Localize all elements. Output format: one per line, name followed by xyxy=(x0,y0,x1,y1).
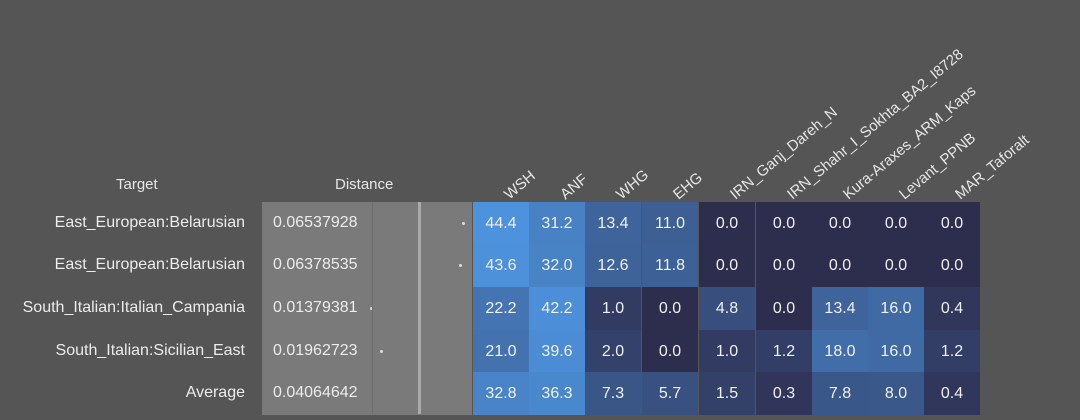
heatmap-cell: 12.6 xyxy=(585,244,641,287)
distance-value: 0.01379381 xyxy=(273,299,358,316)
heatmap-cell: 31.2 xyxy=(529,202,585,245)
distance-cell xyxy=(262,330,472,373)
heatmap-cell: 1.5 xyxy=(699,372,755,415)
distance-marker xyxy=(380,350,384,353)
distance-value: 0.06378535 xyxy=(273,256,358,273)
row-target-label: South_Italian:Italian_Campania xyxy=(22,299,245,316)
heatmap-cell: 1.2 xyxy=(924,330,980,373)
heatmap-cell: 0.0 xyxy=(756,202,812,245)
column-header-whg: WHG xyxy=(613,166,653,204)
distance-marker xyxy=(461,222,465,225)
heatmap-cell: 32.0 xyxy=(529,244,585,287)
row-target-label: East_European:Belarusian xyxy=(54,256,245,273)
distance-value: 0.06537928 xyxy=(273,214,358,231)
heatmap-cell: 0.0 xyxy=(642,287,698,330)
heatmap-cell: 0.4 xyxy=(924,372,980,415)
distance-cell xyxy=(262,202,472,245)
distance-marker xyxy=(369,307,373,310)
heatmap-cell: 0.0 xyxy=(756,244,812,287)
distance-cell xyxy=(262,372,472,415)
column-header-anf: ANF xyxy=(557,170,591,204)
heatmap-cell: 0.0 xyxy=(868,202,924,245)
heatmap-cell: 0.0 xyxy=(699,244,755,287)
distance-column-header: Distance xyxy=(335,176,394,193)
heatmap-cell: 11.0 xyxy=(642,202,698,245)
heatmap-cell: 0.3 xyxy=(756,372,812,415)
distance-value: 0.04064642 xyxy=(273,384,358,401)
distance-cell xyxy=(262,287,472,330)
heatmap-cell: 16.0 xyxy=(868,330,924,373)
distance-value: 0.01962723 xyxy=(273,342,358,359)
distance-marker xyxy=(458,264,462,267)
column-header-irn-ganj-dareh-n: IRN_Ganj_Dareh_N xyxy=(727,103,841,204)
heatmap-cell: 32.8 xyxy=(473,372,529,415)
heatmap-cell: 18.0 xyxy=(812,330,868,373)
heatmap-cell: 0.0 xyxy=(924,244,980,287)
heatmap-cell: 5.7 xyxy=(642,372,698,415)
heatmap-cell: 42.2 xyxy=(529,287,585,330)
target-column-header: Target xyxy=(116,176,158,193)
heatmap-cell: 16.0 xyxy=(868,287,924,330)
heatmap-cell: 1.0 xyxy=(585,287,641,330)
heatmap-cell: 4.8 xyxy=(699,287,755,330)
heatmap-cell: 21.0 xyxy=(473,330,529,373)
heatmap-cell: 8.0 xyxy=(868,372,924,415)
row-target-label: East_European:Belarusian xyxy=(54,214,245,231)
heatmap-cell: 0.0 xyxy=(756,287,812,330)
heatmap-cell: 0.0 xyxy=(924,202,980,245)
heatmap-cell: 44.4 xyxy=(473,202,529,245)
column-header-wsh: WSH xyxy=(501,167,539,204)
distance-reference-bar xyxy=(418,202,421,414)
heatmap-cell: 1.2 xyxy=(756,330,812,373)
heatmap-cell: 7.8 xyxy=(812,372,868,415)
heatmap-cell: 1.0 xyxy=(699,330,755,373)
heatmap-cell: 0.0 xyxy=(699,202,755,245)
distance-cell xyxy=(262,244,472,287)
heatmap-cell: 43.6 xyxy=(473,244,529,287)
heatmap-cell: 0.0 xyxy=(868,244,924,287)
heatmap-cell: 0.0 xyxy=(812,244,868,287)
column-header-ehg: EHG xyxy=(670,169,706,204)
heatmap-cell: 0.0 xyxy=(642,330,698,373)
heatmap-cell: 0.0 xyxy=(812,202,868,245)
row-target-label: South_Italian:Sicilian_East xyxy=(55,342,245,359)
row-target-label: Average xyxy=(185,384,245,401)
heatmap-cell: 7.3 xyxy=(585,372,641,415)
heatmap-cell: 13.4 xyxy=(812,287,868,330)
distance-gridline xyxy=(372,202,373,414)
heatmap-cell: 36.3 xyxy=(529,372,585,415)
heatmap-cell: 39.6 xyxy=(529,330,585,373)
heatmap-cell: 0.4 xyxy=(924,287,980,330)
heatmap-cell: 22.2 xyxy=(473,287,529,330)
heatmap-cell: 13.4 xyxy=(585,202,641,245)
heatmap-cell: 2.0 xyxy=(585,330,641,373)
heatmap-cell: 11.8 xyxy=(642,244,698,287)
